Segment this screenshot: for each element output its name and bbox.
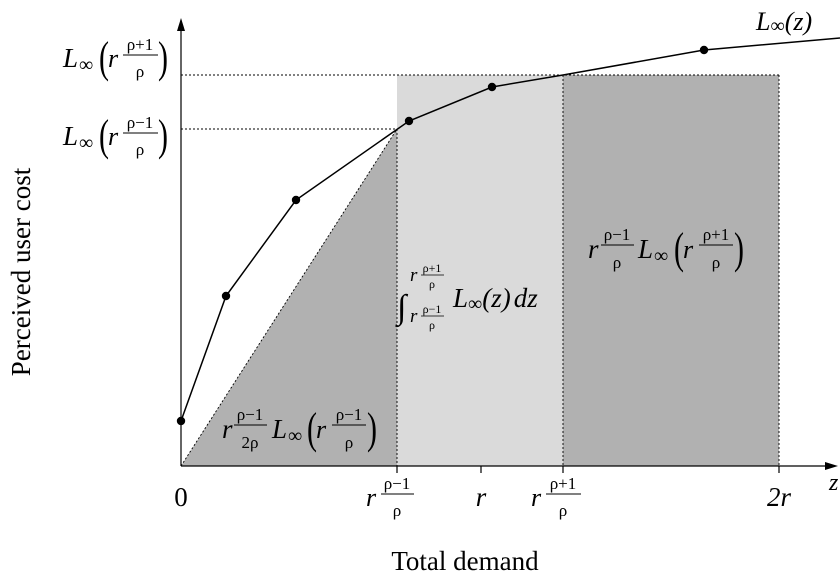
curve-point [221, 291, 231, 301]
triangle-area-label: r ρ−1 2ρ L ∞ ( r ρ−1 ρ ) [222, 404, 377, 453]
curve-points [176, 45, 709, 426]
svg-text:L: L [62, 43, 78, 73]
svg-text:r: r [366, 483, 377, 512]
curve-point [487, 82, 497, 92]
guide-lines [180, 74, 780, 467]
svg-text:∞: ∞ [79, 54, 93, 76]
svg-text:ρ: ρ [136, 140, 144, 159]
svg-text:ρ: ρ [136, 62, 144, 81]
y-axis-title: Perceived user cost [6, 167, 36, 376]
svg-text:ρ: ρ [559, 501, 567, 520]
x-tick-label-r: r [476, 482, 487, 512]
svg-text:ρ−1: ρ−1 [336, 405, 363, 424]
svg-text:r: r [588, 234, 599, 264]
svg-text:r: r [108, 122, 119, 151]
integral-area-label: ∫ r ρ+1 ρ r ρ−1 ρ L∞(z) dz [395, 261, 538, 332]
rectangle-region [563, 75, 779, 466]
svg-text:ρ: ρ [345, 433, 353, 452]
curve-point [291, 195, 301, 205]
svg-text:): ) [158, 33, 168, 82]
svg-text:∞: ∞ [654, 245, 668, 267]
y-tick-label-upper: L ∞ ( r ρ+1 ρ ) [62, 33, 168, 82]
svg-text:ρ+1: ρ+1 [127, 35, 154, 54]
light-region [397, 75, 563, 466]
svg-text:r: r [222, 414, 233, 444]
svg-text:ρ: ρ [429, 318, 435, 332]
svg-text:ρ+1: ρ+1 [423, 261, 442, 275]
svg-text:r: r [410, 306, 418, 327]
svg-text:r: r [108, 44, 119, 73]
rectangle-area-label: r ρ−1 ρ L ∞ ( r ρ+1 ρ ) [588, 224, 744, 273]
svg-text:ρ+1: ρ+1 [703, 225, 730, 244]
svg-text:∫: ∫ [395, 289, 409, 328]
curve-label: L∞(z) [755, 7, 812, 37]
svg-text:L: L [271, 414, 287, 444]
svg-text:ρ−1: ρ−1 [384, 474, 411, 493]
svg-text:ρ−1: ρ−1 [423, 302, 442, 316]
x-tick-label-r-rho-minus: r ρ−1 ρ [366, 474, 414, 520]
svg-text:2ρ: 2ρ [242, 433, 259, 452]
x-axis-variable: z [828, 470, 839, 496]
svg-text:L: L [62, 121, 78, 151]
x-tick-label-r-rho-plus: r ρ+1 ρ [531, 474, 581, 520]
curve-point [699, 45, 709, 55]
guide-diagonal [180, 128, 398, 467]
svg-text:(: ( [99, 33, 109, 82]
svg-text:ρ: ρ [613, 253, 621, 272]
svg-text:ρ−1: ρ−1 [604, 225, 631, 244]
y-tick-label-lower: L ∞ ( r ρ−1 ρ ) [62, 111, 168, 160]
x-tick-label-2r: 2r [767, 482, 792, 512]
x-axis-title: Total demand [391, 546, 539, 576]
svg-text:∞: ∞ [288, 425, 302, 447]
svg-text:r: r [410, 265, 418, 286]
svg-text:(: ( [99, 111, 109, 160]
svg-text:ρ−1: ρ−1 [127, 113, 154, 132]
svg-text:(: ( [674, 224, 684, 273]
svg-text:): ) [367, 404, 377, 453]
curve-point [176, 416, 186, 426]
svg-text:L∞(z)dz: L∞(z) dz [452, 283, 538, 315]
svg-text:ρ: ρ [712, 253, 720, 272]
integral-region-cap [397, 75, 563, 129]
svg-text:(: ( [307, 404, 317, 453]
svg-text:): ) [158, 111, 168, 160]
svg-text:ρ: ρ [429, 277, 435, 291]
y-axis-arrow [177, 18, 185, 31]
x-tick-label-zero: 0 [174, 482, 188, 512]
svg-text:): ) [734, 224, 744, 273]
svg-text:∞: ∞ [79, 132, 93, 154]
cost-curve [180, 37, 840, 422]
svg-text:r: r [316, 415, 327, 444]
curve-point [404, 116, 414, 126]
svg-text:ρ: ρ [393, 501, 401, 520]
x-axis-arrow [825, 462, 838, 470]
svg-text:r: r [683, 235, 694, 264]
svg-text:ρ−1: ρ−1 [237, 405, 264, 424]
x-ticks [396, 466, 780, 473]
svg-text:r: r [531, 483, 542, 512]
svg-text:ρ+1: ρ+1 [550, 474, 577, 493]
svg-text:L: L [637, 234, 653, 264]
